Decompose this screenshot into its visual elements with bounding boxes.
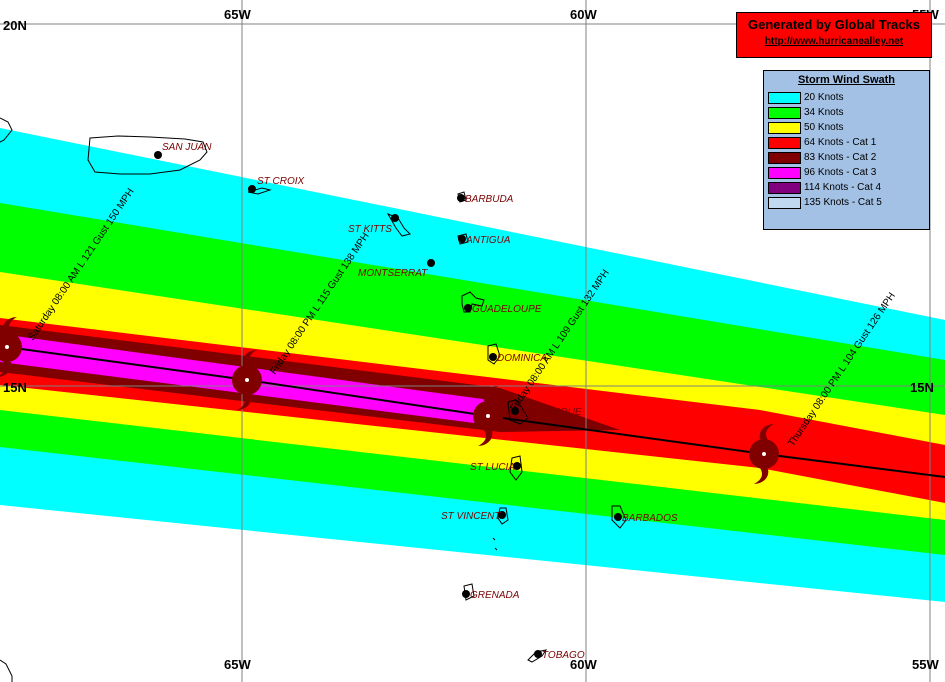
legend-label: 20 Knots — [804, 92, 844, 103]
legend-item: 83 Knots - Cat 2 — [768, 150, 929, 165]
legend-item: 64 Knots - Cat 1 — [768, 135, 929, 150]
place-label-grenada: GRENADA — [470, 590, 520, 601]
marker-grenada — [462, 590, 470, 598]
marker-san-juan — [154, 151, 162, 159]
legend-label: 114 Knots - Cat 4 — [804, 182, 882, 193]
legend-title: Storm Wind Swath — [797, 74, 896, 86]
legend-swatch — [768, 91, 801, 104]
legend-swatch — [768, 196, 801, 209]
place-markers — [154, 151, 622, 658]
lon-label-bottom-65w: 65W — [224, 657, 251, 672]
place-label-st-vincent: ST VINCENT — [441, 511, 501, 522]
place-label-martinique: MARTINIQUE — [519, 407, 582, 418]
lon-label-top-65w: 65W — [224, 7, 251, 22]
guadeloupe-outline — [461, 291, 485, 313]
place-label-montserrat: MONTSERRAT — [358, 268, 428, 279]
marker-st-lucia — [513, 462, 521, 470]
place-label-san-juan: SAN JUAN — [162, 142, 212, 153]
hispaniola-edge-outline — [0, 117, 13, 143]
legend-swatch — [768, 106, 801, 119]
credit-url-link[interactable]: http://www.hurricanealley.net — [764, 36, 904, 47]
hurricane-icon — [473, 386, 503, 446]
lat-label-15n-right: 15N — [910, 380, 934, 395]
lat-label-15n-left: 15N — [3, 380, 27, 395]
legend-swatch — [768, 136, 801, 149]
legend-item: 34 Knots — [768, 105, 929, 120]
hurricane-symbols — [0, 317, 779, 484]
legend-item: 114 Knots - Cat 4 — [768, 180, 929, 195]
place-label-barbuda: BARBUDA — [465, 194, 514, 205]
marker-montserrat — [427, 259, 435, 267]
marker-st-kitts — [391, 214, 399, 222]
hurricane-icon — [749, 424, 779, 484]
marker-antigua — [458, 235, 466, 243]
marker-guadeloupe — [464, 304, 472, 312]
credit-title: Generated by Global Tracks — [748, 17, 920, 32]
legend-label: 135 Knots - Cat 5 — [804, 197, 882, 208]
legend-swatch — [768, 166, 801, 179]
marker-martinique — [511, 407, 519, 415]
place-label-st-kitts: ST KITTS — [348, 224, 392, 235]
place-label-barbados: BARBADOS — [622, 513, 678, 524]
grenadines-outline — [492, 537, 498, 551]
place-label-tobago: TOBAGO — [542, 650, 585, 661]
legend-label: 64 Knots - Cat 1 — [804, 137, 877, 148]
puerto-rico-outline — [87, 135, 208, 175]
marker-dominica — [489, 353, 497, 361]
st-croix-outline — [247, 187, 272, 195]
hurricane-icon — [232, 350, 262, 410]
place-label-dominica: DOMINICA — [497, 353, 547, 364]
venezuela-edge-outline — [0, 659, 13, 682]
place-label-antigua: ANTIGUA — [465, 235, 511, 246]
lon-label-bottom-60w: 60W — [570, 657, 597, 672]
place-label-st-lucia: ST LUCIA — [470, 462, 515, 473]
st-lucia-outline — [509, 455, 523, 481]
legend-item: 135 Knots - Cat 5 — [768, 195, 929, 210]
place-label-st-croix: ST CROIX — [257, 176, 305, 187]
marker-barbados — [614, 513, 622, 521]
marker-barbuda — [457, 194, 465, 202]
legend-swatch — [768, 121, 801, 134]
legend-label: 50 Knots — [804, 122, 844, 133]
lon-label-top-60w: 60W — [570, 7, 597, 22]
hurricane-icon — [0, 317, 22, 377]
legend-swatch — [768, 151, 801, 164]
barbados-outline — [611, 505, 627, 529]
marker-st-croix — [248, 185, 256, 193]
lat-label-20n: 20N — [3, 18, 27, 33]
dominica-outline — [487, 343, 501, 365]
legend-label: 34 Knots — [804, 107, 844, 118]
legend-item: 96 Knots - Cat 3 — [768, 165, 929, 180]
legend-item: 20 Knots — [768, 90, 929, 105]
marker-st-vincent — [498, 511, 506, 519]
legend-swatch — [768, 181, 801, 194]
legend-label: 83 Knots - Cat 2 — [804, 152, 877, 163]
marker-tobago — [534, 650, 542, 658]
place-label-guadeloupe: GUADELOUPE — [472, 304, 542, 315]
credit-box: Generated by Global Tracks http://www.hu… — [736, 12, 932, 58]
lon-label-bottom-55w: 55W — [912, 657, 939, 672]
legend-item: 50 Knots — [768, 120, 929, 135]
legend-label: 96 Knots - Cat 3 — [804, 167, 877, 178]
wind-swath-legend: Storm Wind Swath 20 Knots 34 Knots 50 Kn… — [763, 70, 930, 230]
